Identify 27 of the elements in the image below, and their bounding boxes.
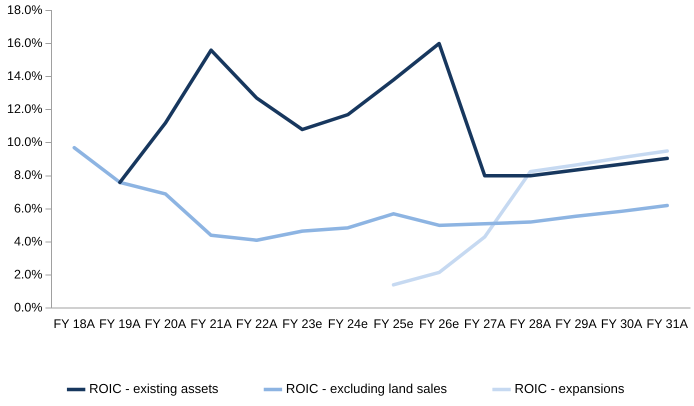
x-tick-label: FY 26e: [419, 316, 460, 331]
x-tick-label: FY 28A: [510, 316, 552, 331]
x-tick-label: FY 20A: [144, 316, 187, 331]
y-tick-label: 2.0%: [14, 267, 42, 282]
x-tick-label: FY 30A: [600, 316, 643, 331]
y-tick-label: 4.0%: [14, 234, 42, 248]
x-tick-label: FY 23e: [282, 316, 322, 331]
y-tick-label: 12.0%: [6, 102, 42, 116]
y-tick-label: 18.0%: [6, 2, 42, 17]
x-tick-label: FY 18A: [54, 316, 96, 331]
y-tick-label: 0.0%: [14, 300, 42, 314]
x-tick-label: FY 19A: [99, 316, 142, 331]
x-tick-label: FY 24e: [328, 316, 368, 331]
legend-label: ROIC - existing assets: [89, 381, 219, 396]
y-tick-label: 10.0%: [6, 135, 42, 150]
x-tick-label: FY 29A: [555, 316, 598, 331]
x-tick-label: FY 31A: [646, 316, 689, 331]
y-tick-label: 16.0%: [6, 36, 42, 50]
x-tick-label: FY 25e: [373, 316, 414, 331]
x-tick-label: FY 21A: [190, 316, 232, 331]
y-tick-label: 8.0%: [14, 168, 42, 182]
x-tick-label: FY 27A: [464, 316, 506, 331]
x-tick-label: FY 22A: [236, 316, 278, 331]
y-tick-label: 14.0%: [6, 69, 42, 84]
legend-label: ROIC - expansions: [514, 381, 625, 396]
legend-label: ROIC - excluding land sales: [286, 381, 448, 396]
y-tick-label: 6.0%: [14, 201, 42, 216]
